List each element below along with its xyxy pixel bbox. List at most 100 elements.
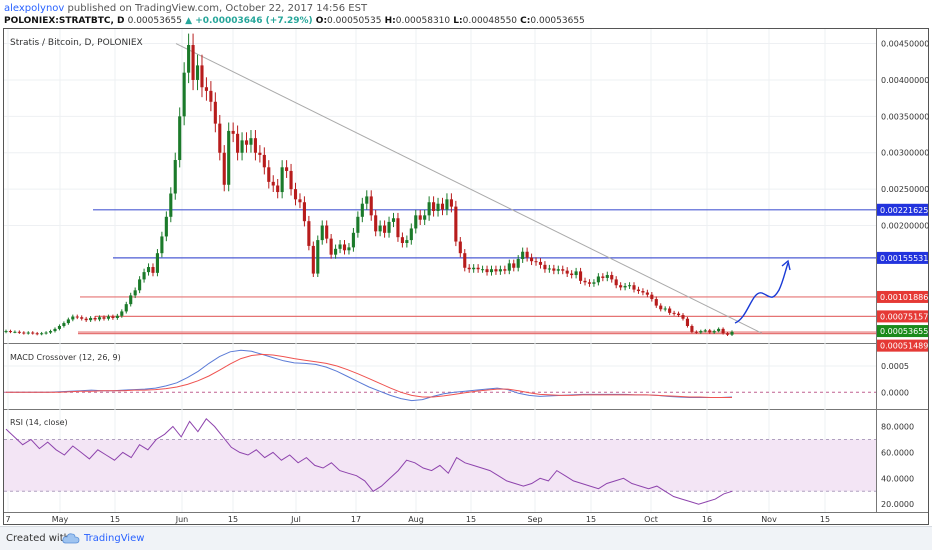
- candle[interactable]: [311, 245, 315, 274]
- candle[interactable]: [102, 317, 106, 319]
- candle[interactable]: [200, 65, 204, 88]
- candle[interactable]: [507, 263, 511, 271]
- candle[interactable]: [583, 280, 587, 283]
- candle[interactable]: [725, 333, 730, 335]
- candle[interactable]: [636, 289, 641, 292]
- candle[interactable]: [120, 311, 124, 316]
- candle[interactable]: [151, 267, 155, 273]
- candle[interactable]: [498, 269, 502, 272]
- candle[interactable]: [227, 130, 231, 185]
- candle[interactable]: [472, 267, 476, 270]
- candle[interactable]: [93, 317, 97, 320]
- candle[interactable]: [173, 160, 177, 194]
- candle[interactable]: [547, 268, 551, 270]
- candle[interactable]: [565, 270, 569, 274]
- candle[interactable]: [663, 308, 667, 310]
- candle[interactable]: [592, 282, 596, 284]
- candle[interactable]: [40, 333, 44, 335]
- candle[interactable]: [97, 317, 102, 320]
- candle[interactable]: [80, 317, 84, 319]
- candle[interactable]: [489, 269, 494, 273]
- candle[interactable]: [405, 240, 409, 244]
- candle[interactable]: [129, 295, 133, 305]
- candle[interactable]: [307, 221, 311, 246]
- candle[interactable]: [534, 261, 538, 263]
- candle[interactable]: [712, 331, 716, 333]
- candle[interactable]: [521, 251, 525, 260]
- candle[interactable]: [409, 228, 413, 241]
- candle[interactable]: [13, 331, 17, 333]
- candle[interactable]: [690, 325, 694, 332]
- candle[interactable]: [525, 251, 529, 258]
- candle[interactable]: [231, 130, 235, 134]
- candle[interactable]: [574, 271, 578, 276]
- candle[interactable]: [365, 196, 369, 204]
- candle[interactable]: [387, 221, 391, 233]
- candle[interactable]: [182, 72, 186, 117]
- candle[interactable]: [253, 138, 257, 153]
- candle[interactable]: [543, 264, 547, 270]
- candle[interactable]: [244, 140, 249, 145]
- candle[interactable]: [285, 167, 289, 171]
- candle[interactable]: [503, 269, 507, 271]
- candle[interactable]: [374, 215, 378, 232]
- candle[interactable]: [195, 65, 200, 80]
- candle[interactable]: [57, 325, 62, 329]
- candle[interactable]: [627, 285, 632, 287]
- candle[interactable]: [610, 275, 614, 280]
- candle[interactable]: [708, 330, 712, 333]
- candle[interactable]: [432, 202, 436, 211]
- candle[interactable]: [124, 304, 128, 312]
- candle[interactable]: [115, 315, 119, 318]
- candle[interactable]: [552, 268, 556, 271]
- candle[interactable]: [249, 138, 253, 145]
- candle[interactable]: [414, 215, 418, 229]
- candle[interactable]: [4, 331, 8, 333]
- candle[interactable]: [440, 203, 445, 210]
- candle[interactable]: [396, 218, 400, 238]
- candle[interactable]: [44, 332, 48, 334]
- candle[interactable]: [347, 247, 351, 251]
- candle[interactable]: [298, 199, 302, 203]
- candle[interactable]: [31, 332, 35, 334]
- candle[interactable]: [342, 244, 347, 251]
- candle[interactable]: [650, 294, 654, 300]
- candle[interactable]: [676, 313, 681, 316]
- candle[interactable]: [280, 167, 284, 193]
- candle[interactable]: [383, 225, 387, 233]
- candle[interactable]: [53, 328, 57, 332]
- chart-canvas[interactable]: 7 May 15 Jun 15 Jul 17 Aug 15 Sep 15 Oct 16 Nov 15 0.00…: [0, 0, 932, 526]
- candle[interactable]: [427, 202, 431, 216]
- candle[interactable]: [378, 225, 382, 232]
- candle[interactable]: [262, 154, 266, 168]
- candle[interactable]: [89, 317, 93, 321]
- candle[interactable]: [222, 152, 226, 185]
- candle[interactable]: [681, 315, 685, 319]
- candle[interactable]: [668, 308, 672, 313]
- projection-path[interactable]: [734, 262, 789, 324]
- candle[interactable]: [204, 87, 208, 91]
- candle[interactable]: [106, 316, 111, 319]
- candle[interactable]: [485, 269, 489, 273]
- candle[interactable]: [187, 45, 191, 73]
- candle[interactable]: [512, 263, 516, 268]
- candle[interactable]: [423, 215, 427, 220]
- candle[interactable]: [400, 237, 404, 244]
- candle[interactable]: [62, 323, 66, 326]
- candle[interactable]: [614, 279, 618, 286]
- candle[interactable]: [133, 290, 137, 296]
- candle[interactable]: [645, 292, 649, 295]
- candle[interactable]: [338, 244, 342, 249]
- candle[interactable]: [587, 282, 592, 284]
- candle[interactable]: [458, 241, 462, 254]
- candle[interactable]: [699, 331, 703, 333]
- candle[interactable]: [570, 273, 574, 276]
- candle[interactable]: [418, 215, 422, 220]
- candle[interactable]: [481, 269, 485, 271]
- candle[interactable]: [641, 291, 645, 293]
- candle[interactable]: [35, 333, 39, 335]
- candle[interactable]: [730, 331, 734, 335]
- candle[interactable]: [276, 185, 280, 193]
- candle[interactable]: [369, 196, 373, 216]
- candle[interactable]: [17, 331, 21, 333]
